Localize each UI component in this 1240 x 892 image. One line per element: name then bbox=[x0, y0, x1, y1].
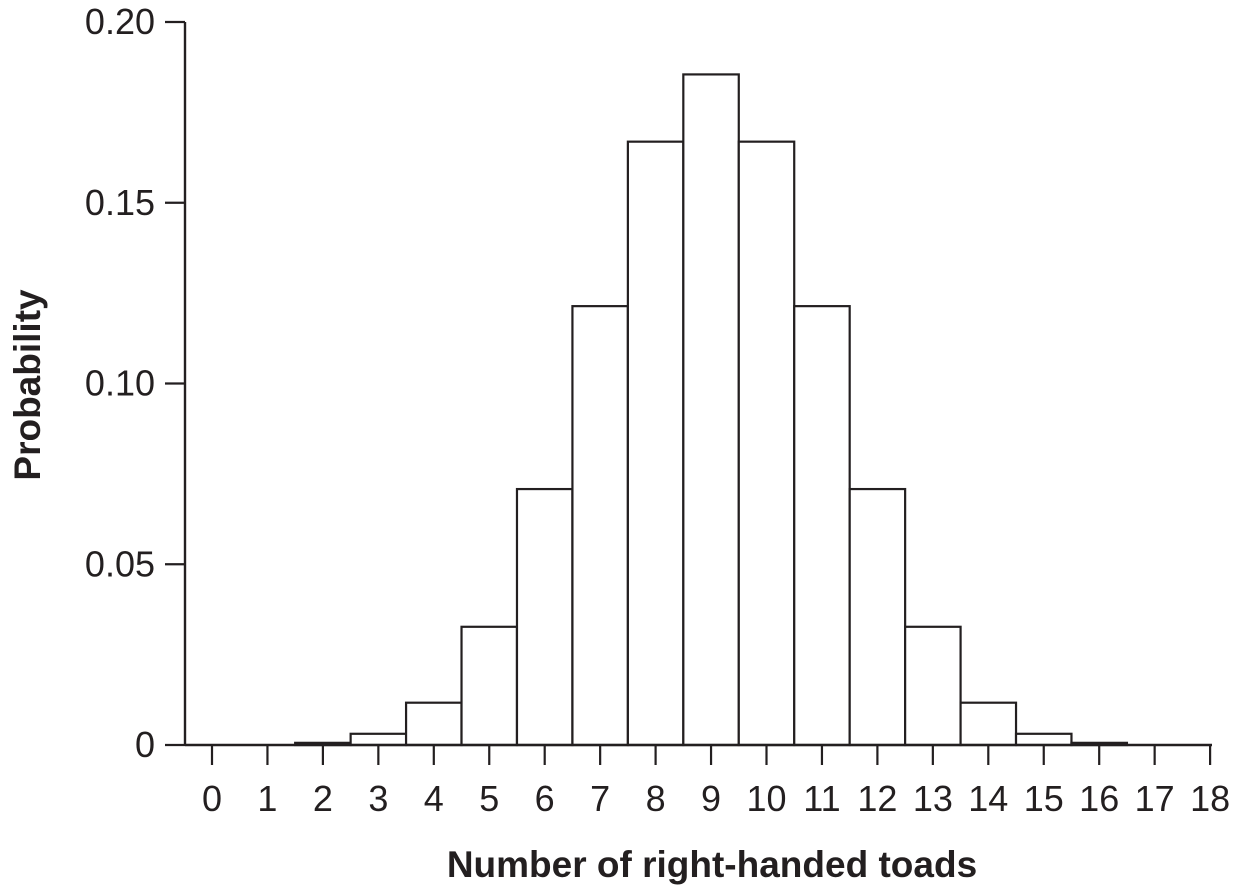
x-tick-label: 1 bbox=[257, 778, 277, 819]
bar-5 bbox=[460, 625, 519, 747]
y-tick-label: 0.10 bbox=[85, 363, 155, 404]
x-tick-label: 12 bbox=[857, 778, 897, 819]
bar-7 bbox=[571, 305, 629, 747]
bar-12 bbox=[848, 487, 907, 747]
x-tick-label: 18 bbox=[1190, 778, 1230, 819]
y-tick-label: 0.05 bbox=[85, 543, 155, 584]
x-tick-label: 5 bbox=[479, 778, 499, 819]
x-tick-label: 4 bbox=[424, 778, 444, 819]
y-tick-label: 0.20 bbox=[85, 1, 155, 42]
bar-3 bbox=[349, 732, 408, 747]
x-tick-label: 6 bbox=[535, 778, 555, 819]
bar-9 bbox=[682, 73, 740, 747]
x-tick-label: 17 bbox=[1135, 778, 1175, 819]
bar-11 bbox=[793, 305, 851, 747]
x-tick-label: 7 bbox=[590, 778, 610, 819]
x-tick-label: 15 bbox=[1024, 778, 1064, 819]
x-tick-label: 9 bbox=[701, 778, 721, 819]
x-tick-label: 13 bbox=[913, 778, 953, 819]
bar-6 bbox=[515, 487, 574, 747]
x-tick-label: 0 bbox=[202, 778, 222, 819]
x-ticks-group: 0 1 2 3 4 5 6 7 8 9 10 11 12 13 14 15 16 17 18 bbox=[202, 745, 1230, 819]
x-tick-label: 16 bbox=[1079, 778, 1119, 819]
x-tick-label: 10 bbox=[746, 778, 786, 819]
x-tick-label: 14 bbox=[968, 778, 1008, 819]
x-tick-label: 11 bbox=[803, 778, 840, 819]
bar-13 bbox=[904, 625, 962, 747]
x-tick-label: 2 bbox=[313, 778, 333, 819]
y-tick-label: 0 bbox=[135, 724, 155, 765]
bar-10 bbox=[737, 140, 796, 747]
y-axis-title: Probability bbox=[7, 289, 48, 481]
bar-15 bbox=[1014, 732, 1073, 747]
bar-4 bbox=[404, 701, 463, 747]
bar-14 bbox=[959, 701, 1018, 747]
x-tick-label: 8 bbox=[646, 778, 666, 819]
x-tick-label: 3 bbox=[368, 778, 388, 819]
x-axis-title: Number of right-handed toads bbox=[447, 844, 977, 885]
bar-8 bbox=[626, 140, 685, 747]
y-tick-label: 0.15 bbox=[85, 182, 155, 223]
y-ticks-group: 0 0.05 0.10 0.15 0.20 bbox=[85, 1, 185, 765]
bars-group bbox=[294, 73, 1129, 747]
